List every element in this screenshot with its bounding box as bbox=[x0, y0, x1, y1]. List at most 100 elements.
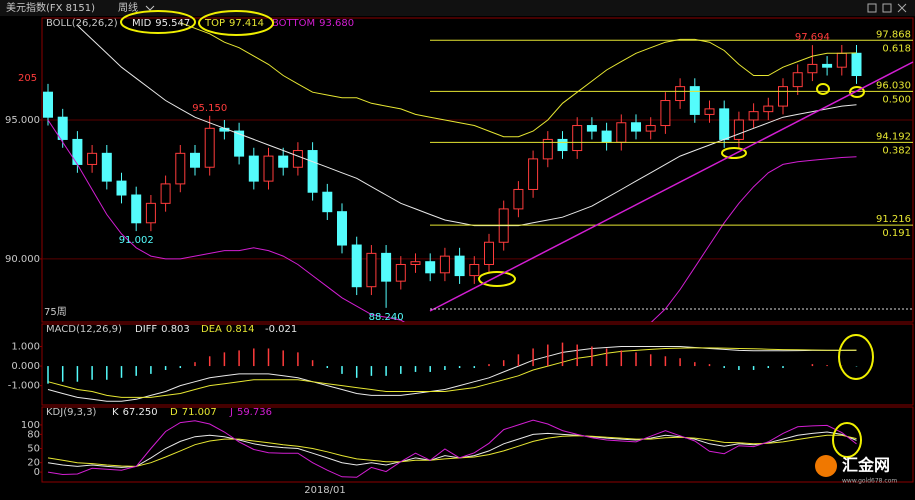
series-line bbox=[47, 346, 857, 402]
candle-body bbox=[337, 211, 347, 246]
candle-body bbox=[234, 130, 245, 157]
legend-name: D bbox=[170, 407, 178, 418]
candle-body bbox=[381, 252, 392, 282]
y-tick-label: 0.000 bbox=[11, 361, 40, 372]
series-line bbox=[47, 434, 857, 467]
candle-body bbox=[248, 155, 259, 182]
series-line bbox=[77, 25, 857, 227]
legend-value: 71.007 bbox=[182, 407, 217, 418]
y-tick-label: 50 bbox=[27, 444, 40, 455]
plot-area bbox=[42, 22, 913, 322]
fib-price: 94.192 bbox=[876, 131, 911, 142]
candle-body bbox=[131, 194, 142, 224]
panel-frame bbox=[41, 406, 914, 483]
legend-value: 0.803 bbox=[161, 324, 190, 335]
legend-value: -0.021 bbox=[265, 324, 297, 335]
legend-entry: DEA 0.814 bbox=[201, 324, 255, 335]
legend-name: J bbox=[229, 407, 233, 418]
candle-body bbox=[792, 72, 803, 88]
extreme-label: 88.240 bbox=[369, 312, 404, 323]
candle-body bbox=[616, 122, 627, 143]
candle-body bbox=[366, 252, 377, 288]
candle-body bbox=[513, 188, 524, 210]
dropdown-arrow[interactable] bbox=[145, 5, 155, 11]
indicator-label: MACD(12,26,9) bbox=[46, 324, 122, 335]
extreme-label: 95.150 bbox=[192, 103, 227, 114]
candle-body bbox=[204, 127, 215, 168]
candle-body bbox=[439, 255, 450, 274]
candle-body bbox=[675, 86, 686, 102]
candle-body bbox=[101, 152, 112, 182]
legend-name: DIFF bbox=[135, 324, 157, 335]
candle-body bbox=[542, 138, 553, 160]
candle-body bbox=[586, 125, 597, 132]
highlight-ellipse bbox=[816, 83, 830, 95]
candle-body bbox=[43, 91, 53, 118]
highlight-ellipse bbox=[838, 334, 874, 380]
series-line bbox=[47, 419, 857, 478]
highlight-ellipse bbox=[198, 10, 274, 36]
period-selector[interactable]: 周线 bbox=[118, 1, 138, 14]
candle-body bbox=[278, 155, 289, 168]
highlight-ellipse bbox=[832, 422, 862, 458]
candle-body bbox=[425, 261, 436, 274]
annotations bbox=[120, 10, 874, 458]
window-button[interactable] bbox=[867, 3, 877, 13]
candle-body bbox=[175, 152, 186, 185]
watermark-brand: 汇金网 bbox=[842, 456, 890, 475]
candle-body bbox=[145, 202, 156, 224]
legend-value: 67.250 bbox=[123, 407, 158, 418]
y-tick-label: -1.000 bbox=[8, 381, 40, 392]
legend-entry: D 71.007 bbox=[170, 407, 217, 418]
window-button[interactable] bbox=[882, 3, 892, 13]
legend-name: BOTTOM bbox=[272, 18, 315, 29]
candle-body bbox=[660, 100, 671, 127]
y-tick-label: 1.000 bbox=[11, 342, 40, 353]
candle-body bbox=[689, 86, 700, 115]
y-tick-label: 95.000 bbox=[5, 115, 40, 126]
candle-body bbox=[733, 119, 744, 140]
series-line bbox=[47, 431, 857, 468]
close-button[interactable] bbox=[897, 3, 907, 13]
candle-body bbox=[719, 108, 730, 140]
panel-frame bbox=[41, 323, 914, 406]
logo-icon bbox=[815, 455, 837, 477]
candle-body bbox=[557, 138, 568, 152]
candle-body bbox=[572, 125, 583, 152]
fib-ratio: 0.382 bbox=[882, 145, 911, 156]
highlight-ellipse bbox=[478, 271, 516, 287]
window-title: 美元指数(FX 8151) bbox=[6, 1, 95, 14]
legend-entry: MID 95.547 bbox=[132, 18, 190, 29]
candle-body bbox=[645, 125, 656, 132]
series-line bbox=[47, 347, 857, 398]
candle-body bbox=[601, 130, 612, 143]
legend-entry: TOP 97.414 bbox=[204, 18, 264, 29]
candle-body bbox=[160, 183, 171, 204]
extreme-label: 97.694 bbox=[795, 32, 830, 43]
highlight-ellipse bbox=[120, 10, 196, 34]
series-line bbox=[47, 119, 857, 322]
panel-frame bbox=[41, 17, 914, 323]
candle-body bbox=[631, 122, 641, 132]
x-axis-label: 2018/01 bbox=[304, 485, 346, 496]
extreme-label: 91.002 bbox=[119, 235, 154, 246]
legend-value: 59.736 bbox=[237, 407, 272, 418]
candle-body bbox=[263, 155, 274, 182]
fib-price: 91.216 bbox=[876, 214, 911, 225]
candle-body bbox=[778, 86, 788, 107]
legend-entry: DIFF 0.803 bbox=[135, 324, 190, 335]
series-line bbox=[180, 22, 857, 138]
legend-value: 97.414 bbox=[229, 18, 264, 29]
legend-value: 95.547 bbox=[155, 18, 190, 29]
legend-entry: K 67.250 bbox=[112, 407, 158, 418]
candle-body bbox=[87, 152, 98, 165]
plot-area bbox=[47, 342, 858, 402]
trend-line bbox=[429, 61, 914, 312]
candle-body bbox=[851, 52, 862, 77]
candle-body bbox=[57, 116, 68, 140]
candle-body bbox=[410, 261, 421, 265]
legend-value: 93.680 bbox=[319, 18, 354, 29]
